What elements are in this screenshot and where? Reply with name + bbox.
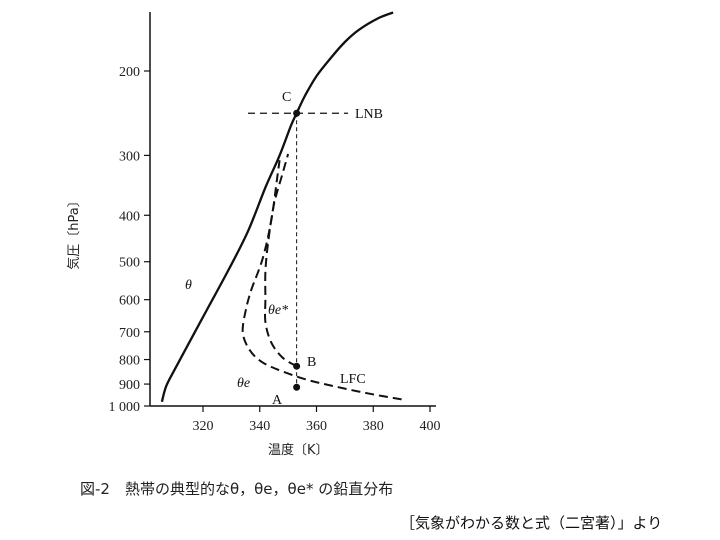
y-tick-label: 1 000: [109, 400, 141, 415]
y-tick-label: 300: [119, 149, 140, 164]
label-c: C: [282, 90, 291, 105]
point-b: [293, 362, 301, 370]
y-tick-label: 200: [119, 65, 140, 80]
label-b: B: [307, 355, 316, 370]
figure-caption: 図-2 熱帯の典型的なθ，θe，θe* の鉛直分布: [80, 480, 394, 498]
x-tick-label: 400: [420, 419, 441, 434]
y-tick-label: 600: [119, 294, 140, 309]
y-tick-label: 500: [119, 256, 140, 271]
y-axis-title: 気圧〔hPa〕: [66, 194, 82, 269]
point-c: [293, 109, 301, 117]
y-tick-label: 900: [119, 378, 140, 393]
label-a: A: [272, 393, 283, 408]
theta-curve: [160, 11, 394, 403]
source-note: ［気象がわかる数と式（二宮著）」より: [400, 514, 663, 532]
y-tick-label: 400: [119, 209, 140, 224]
label-theta: θ: [185, 278, 192, 293]
x-axis-title: 温度〔K〕: [268, 442, 329, 458]
x-ticks: 320 340 360 380 400: [193, 406, 441, 434]
y-tick-label: 800: [119, 354, 140, 369]
x-tick-label: 320: [193, 419, 214, 434]
theta-e-star-curve: [264, 153, 298, 368]
theta-e-curve: [241, 160, 402, 401]
y-tick-label: 700: [119, 326, 140, 341]
label-theta-e: θe: [237, 376, 250, 391]
point-a: [293, 383, 301, 391]
label-lfc: LFC: [340, 372, 366, 387]
x-tick-label: 380: [363, 419, 384, 434]
x-tick-label: 360: [306, 419, 327, 434]
label-lnb: LNB: [355, 107, 383, 122]
label-theta-e-star: θe*: [268, 303, 288, 318]
y-ticks: 200 300 400 500 600 700 800 900 1 000: [109, 65, 150, 415]
x-tick-label: 340: [249, 419, 270, 434]
